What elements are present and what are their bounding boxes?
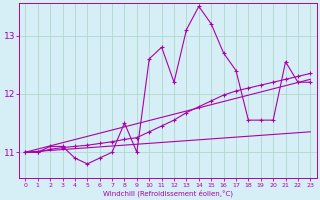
- X-axis label: Windchill (Refroidissement éolien,°C): Windchill (Refroidissement éolien,°C): [103, 189, 233, 197]
